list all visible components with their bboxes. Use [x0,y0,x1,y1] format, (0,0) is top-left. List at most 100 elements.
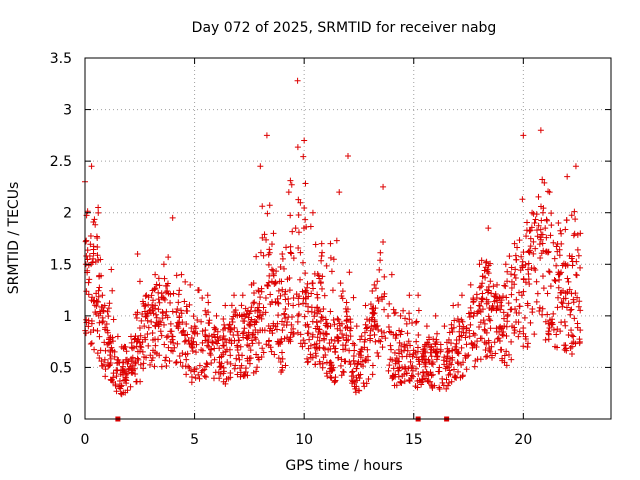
data-point [342,358,349,365]
data-point [246,343,253,350]
data-point [183,356,190,363]
data-point [279,318,286,325]
data-point [504,268,511,275]
data-point [532,266,539,273]
data-point [569,332,576,339]
data-point [192,374,199,381]
data-point [390,306,397,313]
data-point [486,345,493,352]
data-point [406,351,413,358]
data-point [238,312,245,319]
data-point [140,360,147,367]
data-point [436,364,443,371]
data-point [357,354,364,361]
data-point [190,338,197,345]
data-point [428,382,435,389]
data-point [554,241,561,248]
data-point [263,132,270,139]
data-point [95,204,102,211]
data-point [258,354,265,361]
data-point [347,319,354,326]
data-point [516,328,523,335]
data-point [105,363,112,370]
data-point [357,336,364,343]
data-point [351,347,358,354]
data-point [478,257,485,264]
data-point [302,294,309,301]
data-point [136,278,143,285]
data-point [302,270,309,277]
data-point [485,225,492,232]
data-point [511,327,518,334]
data-point [123,377,130,384]
data-point [192,325,199,332]
data-point [577,307,584,314]
data-point [96,333,103,340]
data-point [512,266,519,273]
data-point [398,343,405,350]
data-point [479,306,486,313]
data-point [237,369,244,376]
data-point [282,305,289,312]
data-point [171,344,178,351]
data-point [215,337,222,344]
data-point [91,346,98,353]
data-point [371,331,378,338]
data-point [98,358,105,365]
data-point [227,370,234,377]
data-point [477,356,484,363]
data-point [321,345,328,352]
data-point [134,355,141,362]
data-point [240,317,247,324]
y-tick-label: 3.5 [50,51,72,67]
data-point [331,379,338,386]
data-point [242,305,249,312]
data-point [503,323,510,330]
data-point [352,378,359,385]
data-point [471,331,478,338]
data-point [522,279,529,286]
data-point [499,325,506,332]
data-point [520,249,527,256]
data-point [144,317,151,324]
data-point [305,303,312,310]
data-point [365,375,372,382]
data-point [295,245,302,252]
data-point [173,272,180,279]
data-point [122,376,129,383]
data-point [353,365,360,372]
data-point [571,230,578,237]
data-point [202,307,209,314]
data-point [194,330,201,337]
data-point [201,331,208,338]
data-point [489,354,496,361]
data-point [570,333,577,340]
data-point [142,302,149,309]
data-point [536,308,543,314]
data-point [356,387,363,394]
data-point [124,356,131,363]
data-point [302,216,309,223]
data-point [223,376,230,383]
data-point [369,306,376,313]
data-point [319,364,326,371]
data-point [415,331,422,338]
data-point [164,288,171,295]
data-point [231,292,238,299]
data-point [550,310,557,317]
data-point [318,252,325,259]
data-point [571,315,578,322]
data-point [485,262,492,269]
data-point [317,330,324,337]
data-point [188,373,195,380]
data-point [152,342,159,349]
x-axis-ticks: 0 5 10 15 20 [81,58,532,448]
data-point [511,240,518,247]
data-point [497,299,504,306]
data-point [134,250,141,257]
data-point [267,325,274,332]
data-point [242,365,249,372]
data-point [94,298,101,305]
data-point [486,304,493,311]
data-point [301,137,308,144]
